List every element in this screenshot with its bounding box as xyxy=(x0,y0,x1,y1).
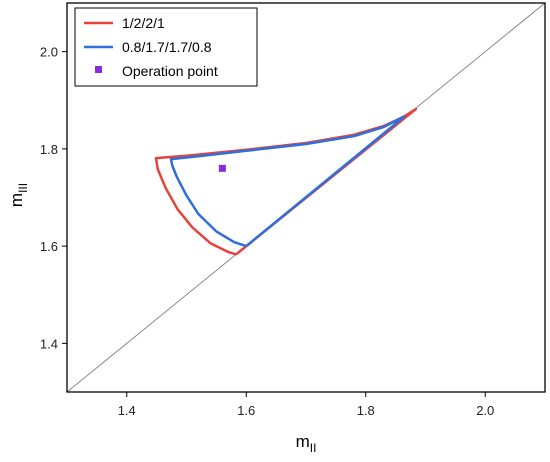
plot-frame xyxy=(66,2,546,393)
y-tick-label: 1.4 xyxy=(40,336,58,351)
series-line-2 xyxy=(169,115,406,248)
x-tick-label: 2.0 xyxy=(476,403,494,418)
y-tick-label: 1.6 xyxy=(40,239,58,254)
x-tick-label: 1.4 xyxy=(118,403,136,418)
x-tick-label: 1.6 xyxy=(237,403,255,418)
legend-marker-operation-point xyxy=(95,66,102,73)
x-axis-label-subscript: II xyxy=(310,441,317,455)
y-tick-label: 2.0 xyxy=(40,45,58,60)
x-axis-label-main: m xyxy=(296,432,310,451)
y-axis-label-subscript: III xyxy=(16,183,30,193)
y-axis-label-main: m xyxy=(7,193,26,207)
x-axis-label: mII xyxy=(296,432,317,455)
x-tick-label: 1.8 xyxy=(357,403,375,418)
legend: 1/2/2/1 0.8/1.7/1.7/0.8 Operation point xyxy=(74,7,258,87)
plot-marks xyxy=(67,3,545,392)
legend-label-series-1: 1/2/2/1 xyxy=(122,15,165,31)
axis-ticks: 1.4 1.6 1.8 2.0 1.4 1.6 1.8 2.0 xyxy=(40,45,494,418)
operation-point-marker xyxy=(218,164,226,172)
legend-label-operation-point: Operation point xyxy=(122,63,218,79)
legend-label-series-2: 0.8/1.7/1.7/0.8 xyxy=(122,39,212,55)
y-tick-label: 1.8 xyxy=(40,142,58,157)
y-axis-label: mIII xyxy=(7,183,30,207)
